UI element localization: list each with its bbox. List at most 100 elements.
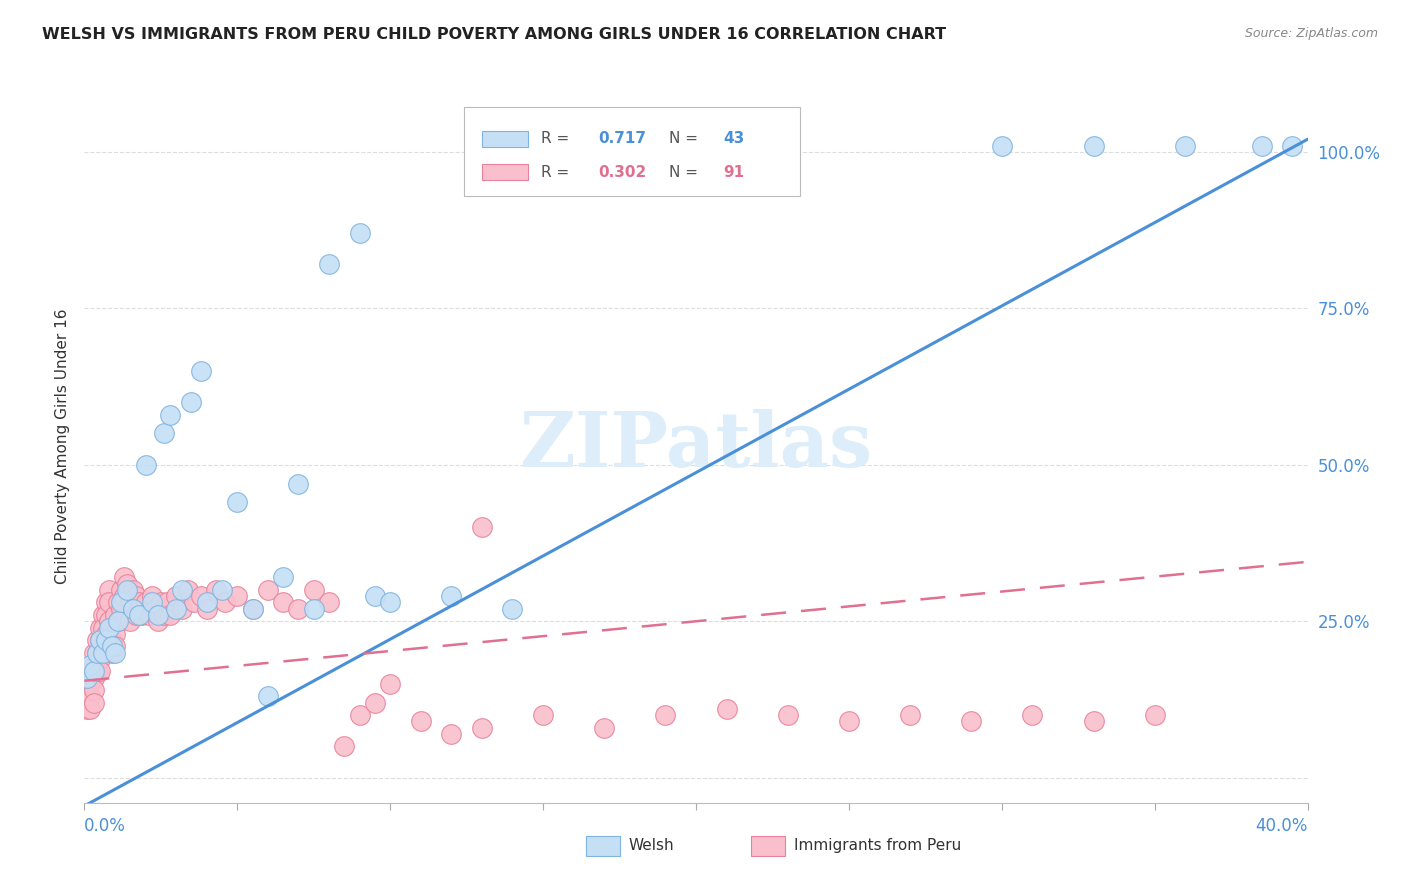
Point [94, 595, 117, 609]
Point [122, 601, 145, 615]
Point [287, 476, 309, 491]
Point [83, 671, 105, 685]
Text: N =: N = [669, 131, 703, 146]
Text: 0.0%: 0.0% [84, 817, 127, 835]
Point [89, 633, 111, 648]
Text: R =: R = [541, 165, 574, 179]
Point [146, 607, 169, 622]
Point [716, 702, 738, 716]
Point [104, 646, 127, 660]
Point [94, 633, 117, 648]
Point [76, 702, 98, 716]
Point [89, 633, 111, 648]
Point [195, 595, 218, 609]
Point [141, 589, 163, 603]
Point [110, 582, 132, 597]
Y-axis label: Child Poverty Among Girls Under 16: Child Poverty Among Girls Under 16 [55, 309, 70, 583]
Bar [751, 837, 786, 856]
Point [104, 627, 127, 641]
Text: 40.0%: 40.0% [1256, 817, 1308, 835]
Point [107, 614, 129, 628]
Point [110, 601, 132, 615]
Point [97, 595, 120, 609]
Point [257, 582, 280, 597]
Point [318, 257, 340, 271]
Point [141, 595, 163, 609]
Point [122, 601, 145, 615]
Point [214, 595, 236, 609]
Point [128, 595, 150, 609]
Point [349, 226, 371, 240]
Point [128, 607, 150, 622]
Point [1250, 138, 1272, 153]
Point [898, 708, 921, 723]
Point [302, 582, 325, 597]
Text: 0.302: 0.302 [598, 165, 647, 179]
Point [172, 582, 194, 597]
Point [112, 589, 135, 603]
Point [135, 595, 157, 609]
Point [125, 589, 148, 603]
Point [143, 601, 166, 615]
Point [135, 458, 157, 472]
Point [1281, 138, 1303, 153]
Point [159, 607, 181, 622]
Point [138, 607, 160, 622]
Point [86, 646, 108, 660]
Point [97, 614, 120, 628]
Point [94, 607, 117, 622]
Point [156, 595, 179, 609]
Point [960, 714, 983, 729]
Point [120, 614, 142, 628]
Point [149, 595, 172, 609]
Point [112, 570, 135, 584]
Point [79, 702, 101, 716]
Point [531, 708, 554, 723]
Point [101, 633, 124, 648]
Point [104, 607, 127, 622]
Text: WELSH VS IMMIGRANTS FROM PERU CHILD POVERTY AMONG GIRLS UNDER 16 CORRELATION CHA: WELSH VS IMMIGRANTS FROM PERU CHILD POVE… [42, 27, 946, 42]
Point [205, 582, 228, 597]
Point [79, 690, 101, 704]
Point [79, 677, 101, 691]
Point [146, 614, 169, 628]
Point [333, 739, 356, 754]
Point [107, 614, 129, 628]
Text: 0.717: 0.717 [598, 131, 647, 146]
Point [94, 627, 117, 641]
Point [271, 595, 294, 609]
Point [83, 665, 105, 679]
Text: Immigrants from Peru: Immigrants from Peru [794, 838, 962, 853]
Point [172, 601, 194, 615]
Point [104, 640, 127, 654]
Bar [482, 164, 529, 180]
Point [302, 601, 325, 615]
Point [242, 601, 264, 615]
Point [380, 595, 402, 609]
Point [226, 589, 249, 603]
Point [440, 727, 463, 741]
Point [83, 696, 105, 710]
Point [776, 708, 799, 723]
Point [86, 633, 108, 648]
Point [131, 607, 153, 622]
Point [271, 570, 294, 584]
Point [120, 595, 142, 609]
Point [101, 646, 124, 660]
Point [97, 582, 120, 597]
Point [1021, 708, 1043, 723]
Point [159, 408, 181, 422]
Point [226, 495, 249, 509]
Point [89, 652, 111, 666]
Text: R =: R = [541, 131, 574, 146]
Point [76, 677, 98, 691]
Point [180, 395, 202, 409]
Point [79, 658, 101, 673]
Point [101, 640, 124, 654]
Point [91, 621, 114, 635]
Point [1083, 714, 1105, 729]
Point [86, 646, 108, 660]
Bar [586, 837, 620, 856]
Text: 91: 91 [723, 165, 744, 179]
Point [165, 589, 187, 603]
